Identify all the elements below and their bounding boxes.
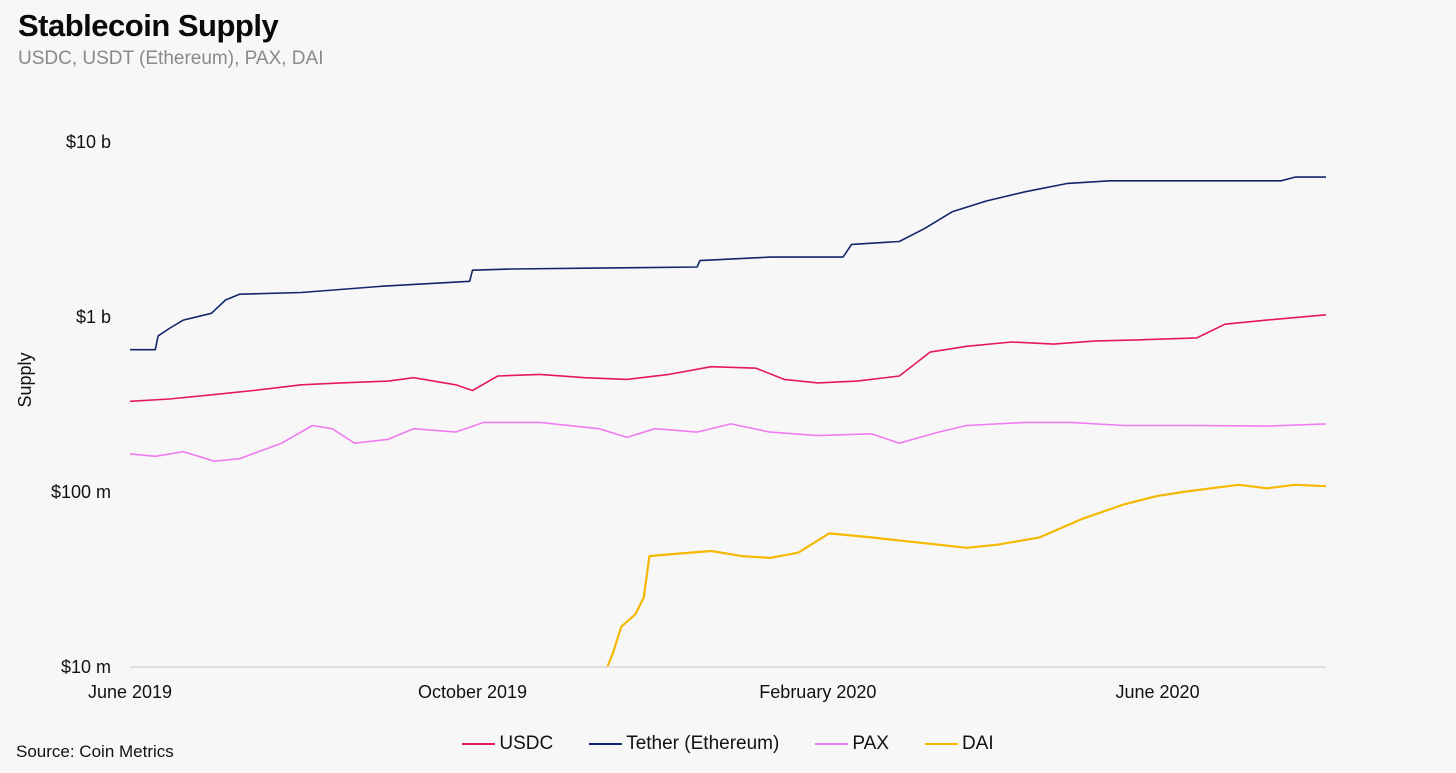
source-note: Source: Coin Metrics bbox=[16, 742, 174, 761]
x-tick-label: June 2020 bbox=[1116, 682, 1200, 702]
legend-item: DAI bbox=[924, 733, 994, 755]
legend-item: PAX bbox=[815, 733, 889, 755]
legend-swatch bbox=[462, 743, 496, 745]
y-tick-label: $100 m bbox=[51, 482, 111, 502]
x-tick-label: June 2019 bbox=[88, 682, 172, 702]
legend: USDC Tether (Ethereum) PAX DAI bbox=[0, 733, 1456, 755]
x-tick-label: October 2019 bbox=[418, 682, 527, 702]
x-tick-label: February 2020 bbox=[759, 682, 876, 702]
legend-swatch bbox=[924, 743, 958, 745]
legend-swatch bbox=[589, 743, 623, 745]
y-axis-title: Supply bbox=[15, 352, 35, 407]
y-tick-label: $10 m bbox=[61, 657, 111, 677]
x-axis-ticks: June 2019 October 2019 February 2020 June 2… bbox=[88, 682, 1200, 702]
legend-label: PAX bbox=[852, 733, 889, 754]
series-line-usdc bbox=[129, 314, 1327, 403]
legend-swatch bbox=[815, 743, 849, 745]
series-line-dai bbox=[606, 483, 1327, 668]
legend-label: Tether (Ethereum) bbox=[626, 733, 780, 754]
legend-label: USDC bbox=[499, 733, 554, 754]
chart-subtitle: USDC, USDT (Ethereum), PAX, DAI bbox=[18, 48, 324, 69]
series-line-tether-ethereum bbox=[130, 176, 1326, 351]
chart-title: Stablecoin Supply bbox=[18, 8, 279, 43]
legend-item: USDC bbox=[462, 733, 553, 755]
series-line-pax bbox=[129, 421, 1327, 463]
y-axis-ticks: $10 m $100 m $1 b $10 b bbox=[51, 132, 111, 677]
legend-item: Tether (Ethereum) bbox=[589, 733, 779, 755]
y-tick-label: $10 b bbox=[66, 132, 111, 152]
legend-label: DAI bbox=[961, 733, 994, 754]
y-tick-label: $1 b bbox=[76, 307, 111, 327]
plot-lines bbox=[129, 176, 1327, 668]
